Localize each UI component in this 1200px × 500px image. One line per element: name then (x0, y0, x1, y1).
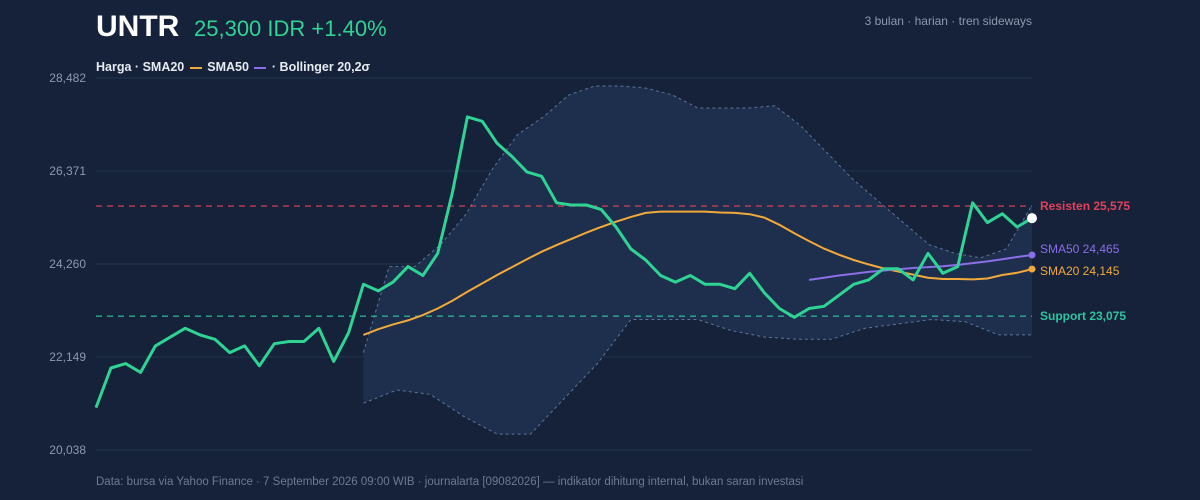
sma20-end-marker (1028, 265, 1036, 273)
legend-sma20: SMA20 (142, 60, 185, 74)
y-tick-label: 26,371 (49, 164, 86, 178)
sma50-end-marker (1028, 251, 1036, 259)
sma20-line (363, 210, 1033, 336)
ticker-symbol: UNTR (96, 10, 180, 43)
sma20-end-label: SMA20 24,145 (1040, 264, 1120, 278)
resistance-label: Resisten 25,575 (1040, 199, 1130, 213)
price-line (94, 115, 1033, 409)
legend-sma20-swatch (189, 66, 202, 69)
legend-sma50: SMA50 (207, 60, 249, 74)
chart-footer: Data: bursa via Yahoo Finance · 7 Septem… (96, 476, 804, 488)
price-end-marker (1027, 213, 1037, 224)
legend-price: Harga (96, 60, 132, 74)
y-tick-label: 20,038 (49, 443, 86, 457)
price-quote: 25,300 IDR +1.40% (194, 16, 387, 41)
legend-separator: · (134, 60, 140, 74)
support-label: Support 23,075 (1040, 309, 1126, 323)
legend-bollinger: Bollinger 20,2σ (279, 60, 371, 74)
legend-separator-2: · (271, 60, 277, 74)
bollinger-lower-line (363, 318, 1032, 435)
y-tick-label: 22,149 (49, 350, 86, 364)
y-tick-label: 28,482 (49, 71, 86, 85)
chart-subtitle: 3 bulan · harian · tren sideways (864, 14, 1032, 28)
legend-sma50-swatch (254, 66, 267, 69)
sma50-end-label: SMA50 24,465 (1040, 242, 1120, 256)
y-tick-label: 24,260 (49, 257, 86, 271)
chart-legend: Harga · SMA20 SMA50 · Bollinger 20,2σ (96, 60, 370, 74)
bollinger-upper-line (362, 85, 1033, 353)
